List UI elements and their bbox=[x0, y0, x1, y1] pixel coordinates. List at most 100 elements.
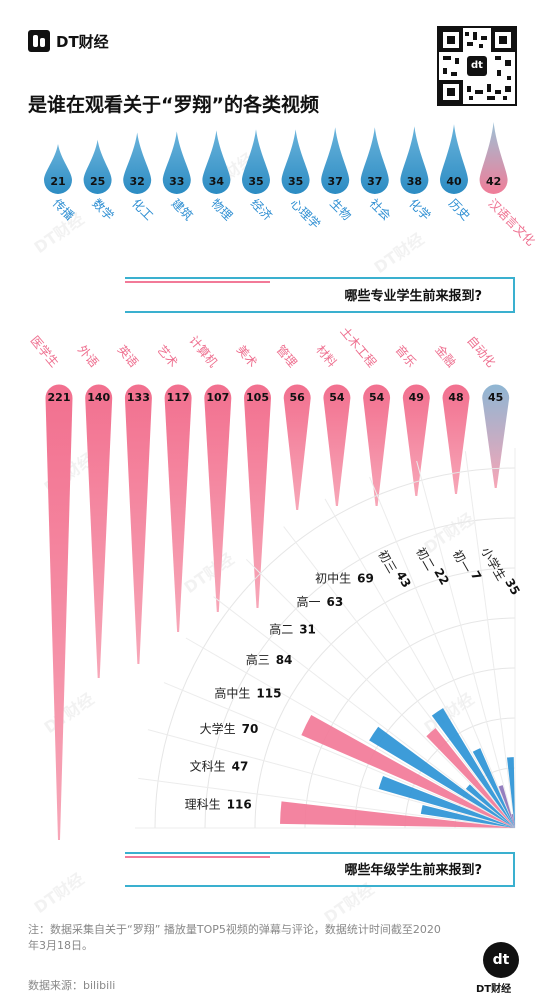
spike-bar bbox=[164, 384, 192, 632]
radial-category-label: 高三 bbox=[246, 652, 270, 667]
qr-code: dt bbox=[437, 26, 517, 106]
radial-category-label: 高一 bbox=[296, 594, 320, 609]
radial-category-label: 大学生 bbox=[200, 721, 236, 736]
drop-value-label: 37 bbox=[367, 175, 382, 188]
question-majors: 哪些专业学生前来报到? bbox=[344, 288, 482, 304]
drop-value-label: 25 bbox=[90, 175, 105, 188]
drop-bar bbox=[400, 126, 429, 194]
drop-value-label: 38 bbox=[407, 175, 422, 188]
drop-chart: 21 传播 25 数学 32 化工 33 建筑 34 物理 35 经济 35 心理学 37 生物 37 社会 38 化… bbox=[44, 122, 539, 249]
radial-bar bbox=[301, 715, 515, 828]
spike-value-label: 117 bbox=[167, 391, 190, 404]
radial-bar bbox=[431, 708, 515, 828]
radial-bar bbox=[498, 785, 515, 828]
spike-category-label: 管理 bbox=[273, 342, 300, 370]
spike-category-label: 土木工程 bbox=[337, 324, 379, 370]
spike-value-label: 49 bbox=[409, 391, 424, 404]
radial-bar bbox=[369, 726, 515, 828]
drop-category-label: 汉语言文化 bbox=[485, 196, 538, 249]
drop-value-label: 35 bbox=[248, 175, 263, 188]
brand-name: DT财经 bbox=[56, 32, 109, 51]
drop-category-label: 数学 bbox=[89, 196, 117, 224]
drop-value-label: 32 bbox=[130, 175, 145, 188]
drop-category-label: 生物 bbox=[327, 196, 354, 223]
radial-bar bbox=[280, 801, 515, 828]
chart-canvas: 哪些专业学生前来报到? 21 传播 25 数学 32 化工 33 建筑 34 物理 35 经济 35 心理… bbox=[28, 122, 539, 887]
drop-bar bbox=[44, 144, 72, 194]
radial-value-label: 63 bbox=[326, 595, 343, 609]
spike-category-label: 音乐 bbox=[393, 342, 420, 370]
radial-category-label: 理科生 bbox=[185, 798, 221, 812]
radial-grid-spoke bbox=[138, 777, 516, 829]
radial-value-label: 22 bbox=[431, 566, 451, 587]
drop-category-label: 物理 bbox=[208, 196, 235, 223]
radial-bar bbox=[465, 784, 515, 828]
radial-value-label: 84 bbox=[276, 653, 293, 667]
drop-category-label: 历史 bbox=[446, 196, 473, 223]
drop-value-label: 42 bbox=[486, 175, 501, 188]
radial-grid-spoke bbox=[147, 729, 516, 829]
radial-grid-spoke bbox=[163, 682, 516, 829]
radial-value-label: 69 bbox=[357, 572, 374, 586]
spike-value-label: 45 bbox=[488, 391, 503, 404]
drop-value-label: 33 bbox=[169, 175, 184, 188]
radial-value-label: 35 bbox=[502, 576, 522, 597]
radial-grid-spoke bbox=[245, 558, 516, 829]
drop-bar bbox=[162, 131, 191, 194]
radial-category-label: 小学生 bbox=[478, 544, 509, 583]
spike-bar bbox=[124, 384, 152, 664]
radial-bar bbox=[472, 748, 515, 828]
spike-bar bbox=[323, 384, 351, 506]
spike-value-label: 105 bbox=[246, 391, 269, 404]
drop-category-label: 化学 bbox=[406, 196, 434, 224]
radial-grid-spoke bbox=[213, 596, 516, 829]
drop-category-label: 心理学 bbox=[287, 196, 323, 232]
radial-category-label: 文科生 bbox=[190, 758, 226, 773]
radial-grid-spoke bbox=[369, 476, 516, 829]
drop-bar bbox=[242, 129, 270, 194]
drop-bar bbox=[83, 139, 112, 194]
radial-grid-spoke bbox=[283, 526, 516, 829]
spike-bar bbox=[402, 384, 430, 496]
spike-value-label: 107 bbox=[206, 391, 229, 404]
radial-grid-spoke bbox=[185, 637, 516, 829]
footer-brand: DT财经 bbox=[476, 984, 512, 995]
drop-bar bbox=[440, 124, 468, 194]
spike-value-label: 140 bbox=[87, 391, 110, 404]
spike-value-label: 54 bbox=[329, 391, 345, 404]
spike-value-label: 56 bbox=[290, 391, 306, 404]
radial-category-label: 高二 bbox=[269, 621, 293, 636]
radial-category-label: 初一 bbox=[450, 548, 474, 576]
drop-bar bbox=[202, 130, 231, 194]
brand-logo: DT财经 bbox=[28, 30, 109, 52]
radial-value-label: 43 bbox=[393, 569, 413, 590]
drop-bar bbox=[479, 122, 508, 194]
spike-value-label: 221 bbox=[48, 391, 71, 404]
spike-bar bbox=[283, 384, 311, 510]
question-grades: 哪些年级学生前来报到? bbox=[344, 862, 482, 878]
spike-category-label: 材料 bbox=[313, 343, 339, 370]
radial-bar bbox=[378, 776, 515, 828]
radial-grid-spoke bbox=[464, 451, 516, 829]
spike-value-label: 133 bbox=[127, 391, 150, 404]
spike-category-label: 计算机 bbox=[186, 333, 221, 370]
dt-logo-icon bbox=[28, 30, 50, 52]
spike-bar bbox=[45, 384, 73, 840]
radial-bar bbox=[506, 757, 515, 828]
drop-bar bbox=[321, 127, 350, 194]
spike-chart: 221 医学生 140 外语 133 英语 117 艺术 107 计算机 105 美术 56 管理 54 材料… bbox=[28, 324, 510, 840]
spike-category-label: 艺术 bbox=[154, 343, 180, 370]
radial-category-label: 初二 bbox=[413, 545, 437, 573]
footer-logo-icon: dt bbox=[483, 942, 519, 978]
spike-category-label: 自动化 bbox=[464, 333, 498, 370]
footnote: 注：数据采集自关于“罗翔” 播放量TOP5视频的弹幕与评论，数据统计时间截至20… bbox=[28, 923, 441, 952]
drop-category-label: 社会 bbox=[367, 196, 395, 224]
spike-bar bbox=[204, 384, 232, 612]
question-frame-majors bbox=[125, 277, 515, 313]
radial-value-label: 116 bbox=[227, 798, 252, 812]
radial-category-label: 初中生 bbox=[315, 571, 351, 586]
drop-value-label: 21 bbox=[50, 175, 65, 188]
spike-category-label: 医学生 bbox=[28, 333, 63, 370]
drop-value-label: 35 bbox=[288, 175, 303, 188]
